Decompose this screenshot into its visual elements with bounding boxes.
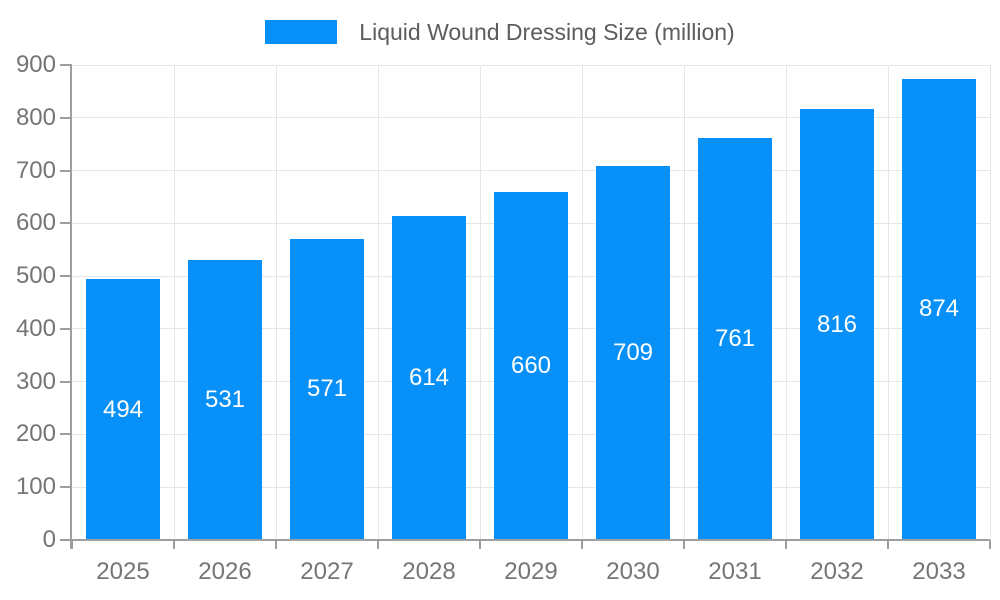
v-gridline [173,65,175,540]
x-tick-label: 2031 [708,558,762,585]
y-tick [60,116,72,119]
legend-label: Liquid Wound Dressing Size (million) [359,19,735,45]
bar-value-label: 571 [306,375,348,403]
bar-value-label: 761 [714,325,756,353]
bar[interactable]: 660 [494,191,568,540]
v-gridline [683,65,685,540]
bar[interactable]: 571 [290,238,364,540]
x-tick-label: 2033 [912,558,966,585]
y-tick-label: 500 [15,262,56,290]
y-tick-label: 900 [15,51,56,78]
bar[interactable]: 614 [392,215,466,540]
y-tick-label: 0 [42,526,56,553]
x-tick-label: 2028 [402,558,456,585]
h-gridline [72,170,990,172]
y-tick [60,539,72,541]
legend-swatch [265,20,338,44]
bar-value-label: 709 [612,338,654,366]
x-tick [581,540,583,549]
y-tick-label: 300 [15,367,56,395]
y-tick-label: 100 [15,473,56,501]
x-axis-line [70,539,990,541]
v-gridline [275,65,277,540]
plot-area: 494 531 571 614 660 709 761 816 874 [72,64,991,540]
x-tick [377,540,379,549]
bar-value-label: 660 [510,351,552,379]
v-gridline [581,65,583,540]
x-tick-label: 2032 [810,558,864,585]
y-tick [60,327,72,330]
x-tick [785,540,787,549]
x-tick [173,540,175,549]
bar-value-label: 816 [816,310,858,338]
v-gridline [377,65,379,540]
v-gridline [785,65,787,540]
x-tick-label: 2025 [96,558,150,585]
x-tick-label: 2030 [606,558,660,585]
bar[interactable]: 761 [698,138,772,540]
bar[interactable]: 531 [188,259,262,540]
legend: Liquid Wound Dressing Size (million) [0,20,1000,44]
x-tick [887,540,889,549]
y-tick [60,433,72,436]
y-tick-label: 800 [15,103,56,131]
x-tick [989,540,991,549]
x-tick [479,540,481,549]
v-gridline [479,65,481,540]
bar[interactable]: 816 [800,109,874,540]
bar[interactable]: 494 [86,279,160,540]
y-tick [60,222,72,225]
bar-value-label: 874 [918,295,960,323]
h-gridline [72,64,990,66]
v-gridline [887,65,889,540]
x-tick-label: 2027 [300,558,354,585]
y-tick [60,64,72,66]
x-tick-label: 2026 [198,558,252,585]
bar[interactable]: 709 [596,165,670,540]
v-gridline [989,65,991,540]
h-gridline [72,117,990,119]
y-tick-label: 400 [15,314,56,342]
x-tick-label: 2029 [504,558,558,585]
bar-value-label: 614 [408,363,450,391]
y-tick-label: 700 [15,156,56,184]
bar-value-label: 494 [102,395,144,423]
y-tick [60,380,72,383]
bar-value-label: 531 [204,385,246,413]
y-tick-label: 600 [15,209,56,237]
x-tick [275,540,277,549]
y-tick [60,275,72,278]
x-tick [683,540,685,549]
x-tick [71,540,73,549]
y-axis-line [70,65,72,549]
y-tick-label: 200 [15,420,56,448]
y-tick [60,486,72,489]
bar[interactable]: 874 [902,78,976,540]
legend-item[interactable]: Liquid Wound Dressing Size (million) [265,19,735,45]
y-tick [60,169,72,172]
